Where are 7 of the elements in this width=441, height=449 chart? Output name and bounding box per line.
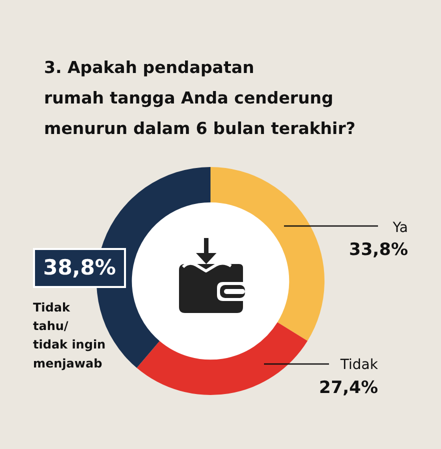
chart-title: 3. Apakah pendapatan rumah tangga Anda cenderung menurun dalam 6 bulan terakhir?	[44, 58, 356, 138]
slice-label: Tidak	[339, 357, 379, 373]
slice-label: Tidak tahu/ tidak ingin menjawab	[33, 300, 106, 370]
slice-label: Ya	[392, 220, 408, 236]
data-label: 33,8%	[349, 240, 408, 260]
data-label: 27,4%	[319, 378, 378, 398]
data-label: 38,8%	[43, 255, 116, 280]
